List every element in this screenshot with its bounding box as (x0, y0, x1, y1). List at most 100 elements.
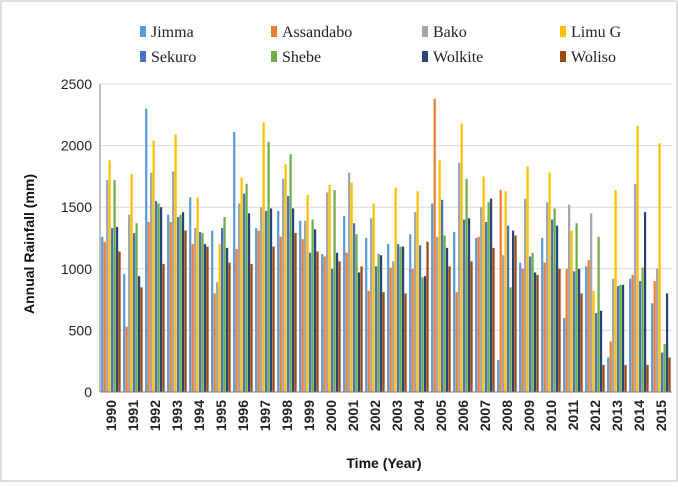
bar-woliso-1993 (184, 230, 187, 392)
bar-sekuro-2001 (353, 223, 356, 392)
bar-woliso-2000 (338, 261, 341, 392)
x-tick-label: 1997 (257, 400, 273, 431)
bar-woliso-1998 (294, 233, 297, 392)
bar-limu-g-2004 (416, 191, 419, 392)
bar-shebe-1996 (245, 183, 248, 392)
bar-sekuro-1998 (287, 196, 290, 392)
bar-sekuro-2002 (375, 266, 378, 392)
bar-shebe-2011 (575, 223, 578, 392)
bar-woliso-1996 (250, 263, 253, 392)
bar-shebe-2010 (553, 208, 556, 392)
bar-wolkite-2003 (401, 246, 405, 392)
bar-bako-2006 (458, 162, 461, 392)
legend-label: Jimma (151, 24, 194, 41)
bar-woliso-1994 (206, 246, 209, 392)
bar-limu-g-2011 (570, 230, 573, 392)
legend-label: Bako (433, 24, 467, 41)
bar-woliso-2005 (448, 266, 451, 392)
bar-woliso-2008 (514, 235, 517, 392)
legend-label: Shebe (282, 49, 321, 66)
bar-bako-2014 (634, 183, 637, 392)
bar-limu-g-2013 (614, 189, 617, 392)
bar-woliso-2009 (536, 274, 539, 392)
bar-bako-1995 (216, 282, 219, 392)
x-tick-labels: 1990 1991 1992 1993 1994 1995 1996 1997 1998 1999… (103, 400, 669, 431)
bar-woliso-2006 (470, 261, 473, 392)
bar-woliso-2007 (492, 247, 495, 392)
bar-jimma-2014 (629, 278, 632, 392)
bar-jimma-2010 (541, 238, 544, 392)
bar-wolkite-2000 (335, 252, 339, 392)
bar-limu-g-1994 (196, 197, 199, 392)
bar-bako-2007 (480, 207, 483, 392)
bar-shebe-1990 (113, 180, 116, 392)
bar-wolkite-1990 (115, 226, 119, 392)
bar-sekuro-2010 (551, 219, 554, 392)
bar-assandabo-2006 (455, 292, 458, 392)
bar-sekuro-2005 (441, 199, 444, 392)
bar-wolkite-2007 (489, 198, 493, 392)
x-tick-label: 2000 (323, 400, 339, 431)
bar-limu-g-2010 (548, 172, 551, 392)
y-tick-label: 0 (84, 384, 92, 400)
bar-woliso-2013 (624, 364, 627, 392)
bar-sekuro-1999 (309, 252, 312, 392)
bar-assandabo-2012 (587, 260, 590, 392)
x-tick-label: 2011 (565, 400, 581, 431)
y-tick-label: 2000 (61, 138, 92, 154)
bar-limu-g-2012 (592, 290, 595, 392)
bar-woliso-2001 (360, 266, 363, 392)
bar-wolkite-1998 (291, 208, 295, 392)
bar-woliso-2004 (426, 241, 429, 392)
legend-label: Woliso (571, 49, 616, 66)
bar-woliso-2012 (602, 364, 605, 392)
bar-sekuro-2014 (639, 281, 642, 392)
legend-label: Sekuro (151, 49, 196, 66)
x-tick-label: 1994 (191, 400, 207, 431)
bar-sekuro-2004 (419, 245, 422, 392)
bar-sekuro-2015 (661, 352, 664, 392)
bar-shebe-1993 (179, 214, 182, 392)
bar-jimma-1998 (277, 210, 280, 392)
legend-label: Limu G (571, 24, 622, 41)
bar-wolkite-1993 (181, 212, 185, 392)
bar-shebe-2006 (465, 178, 468, 392)
x-tick-label: 1992 (147, 400, 163, 431)
bar-shebe-2004 (421, 277, 424, 392)
bar-bako-1992 (150, 172, 153, 392)
bar-woliso-2002 (382, 292, 385, 392)
bar-limu-g-2008 (504, 191, 507, 392)
bar-shebe-2007 (487, 202, 490, 392)
bar-jimma-2002 (365, 238, 368, 392)
bar-sekuro-1990 (111, 228, 114, 392)
bar-woliso-1997 (272, 246, 275, 392)
bar-woliso-2014 (646, 364, 649, 392)
bar-limu-g-2001 (350, 182, 353, 392)
legend-swatch (422, 51, 428, 62)
x-tick-label: 2010 (543, 400, 559, 431)
bar-assandabo-2007 (477, 236, 480, 392)
x-tick-label: 2002 (367, 400, 383, 431)
bar-bako-2011 (568, 204, 571, 392)
bar-jimma-1993 (167, 214, 170, 392)
bar-sekuro-2009 (529, 256, 532, 392)
bar-limu-g-2009 (526, 166, 529, 392)
bar-shebe-2005 (443, 235, 446, 392)
bar-wolkite-1991 (137, 276, 141, 392)
bar-wolkite-2010 (555, 225, 559, 392)
bar-limu-g-2007 (482, 176, 485, 392)
bar-jimma-2012 (585, 266, 588, 392)
bar-wolkite-2008 (511, 230, 515, 392)
bar-assandabo-2002 (367, 290, 370, 392)
bar-assandabo-1994 (191, 244, 194, 392)
bar-bako-2003 (392, 261, 395, 392)
bar-shebe-2008 (509, 287, 512, 392)
bar-bako-1997 (260, 207, 263, 392)
bar-jimma-1991 (123, 273, 126, 392)
bar-limu-g-2015 (658, 143, 661, 392)
bar-limu-g-1999 (306, 194, 309, 392)
bar-limu-g-1996 (240, 177, 243, 392)
legend-swatch (560, 26, 566, 37)
bar-bako-2005 (436, 236, 439, 392)
legend-swatch (271, 26, 277, 37)
